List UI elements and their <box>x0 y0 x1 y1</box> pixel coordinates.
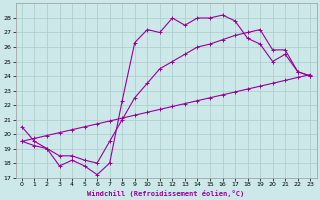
X-axis label: Windchill (Refroidissement éolien,°C): Windchill (Refroidissement éolien,°C) <box>87 190 245 197</box>
